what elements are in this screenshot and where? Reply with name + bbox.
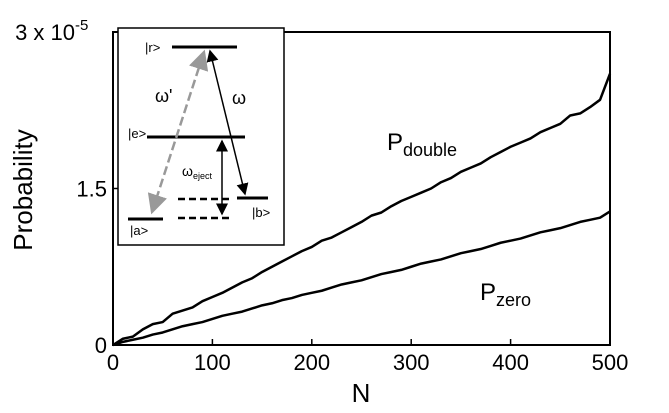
transition-label: ω'	[155, 86, 173, 106]
level-label: |r>	[145, 40, 160, 55]
x-tick-label: 400	[492, 350, 529, 375]
transition-label: ω	[232, 88, 246, 108]
y-exponent: -5	[75, 17, 88, 34]
x-tick-label: 200	[293, 350, 330, 375]
data-line	[112, 210, 611, 347]
axes-frame	[112, 31, 611, 346]
data-line	[112, 73, 612, 347]
level-label: |a>	[130, 223, 148, 238]
inset: |r> |e> |a> |b> ω' ω ωeject	[117, 27, 285, 246]
annotation-main: P	[480, 279, 496, 306]
x-tick-label: 0	[107, 350, 119, 375]
y-axis-label: Probability	[8, 129, 38, 250]
level-label: |e>	[128, 126, 146, 141]
annotation-sub: zero	[496, 290, 531, 310]
transition-arrow	[206, 49, 249, 196]
annotation-main: P	[387, 129, 403, 156]
y-tick-label: 3 x 10	[15, 20, 75, 45]
transition-label-sub: eject	[193, 171, 213, 181]
x-tick-label: 100	[194, 350, 231, 375]
annotation: Pdouble	[387, 129, 457, 160]
transition-label-main: ω	[182, 163, 193, 179]
x-tick-label: 300	[393, 350, 430, 375]
annotation-sub: double	[403, 140, 457, 160]
y-tick-label: 0	[95, 333, 107, 358]
transition-arrow	[147, 49, 209, 215]
x-axis-label: N	[352, 378, 371, 408]
y-tick-label: 1.5	[76, 177, 107, 202]
x-tick-label: 500	[592, 350, 629, 375]
plot-area: 0 100 200 300 400 500 0 1.5 3 x 10 -5	[15, 17, 628, 375]
transition-label: ωeject	[182, 163, 212, 181]
annotation: Pzero	[480, 279, 531, 310]
level-label: |b>	[252, 205, 270, 220]
